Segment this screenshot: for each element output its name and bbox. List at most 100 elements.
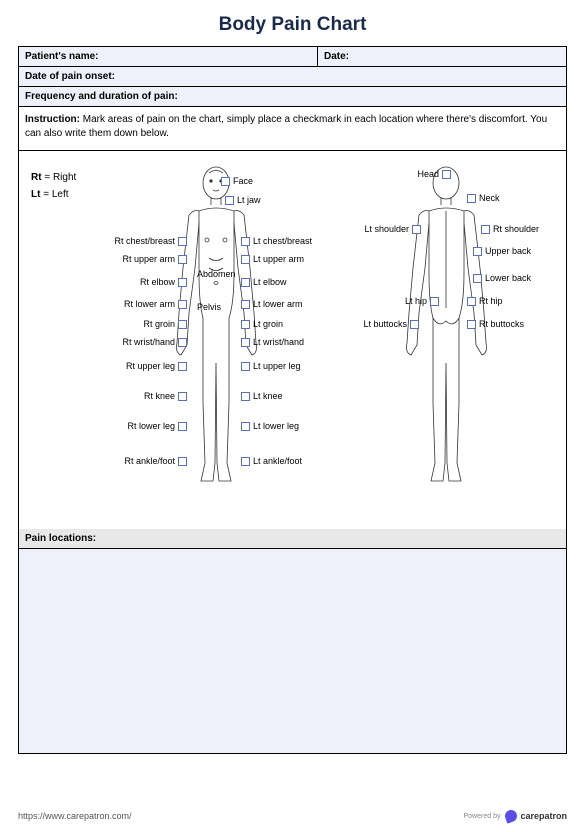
body-label[interactable]: Lt buttocks	[363, 319, 419, 329]
body-label[interactable]: Rt knee	[144, 391, 187, 401]
checkbox-icon[interactable]	[178, 237, 187, 246]
checkbox-icon[interactable]	[241, 237, 250, 246]
checkbox-icon[interactable]	[178, 338, 187, 347]
checkbox-icon[interactable]	[410, 320, 419, 329]
checkbox-icon[interactable]	[225, 196, 234, 205]
checkbox-icon[interactable]	[178, 278, 187, 287]
body-label[interactable]: Rt elbow	[140, 277, 187, 287]
body-label[interactable]: Neck	[467, 193, 500, 203]
body-label[interactable]: Rt wrist/hand	[122, 337, 187, 347]
body-label[interactable]: Rt ankle/foot	[124, 456, 187, 466]
body-label[interactable]: Rt upper leg	[126, 361, 187, 371]
body-label[interactable]: Rt lower leg	[127, 421, 187, 431]
checkbox-icon[interactable]	[178, 422, 187, 431]
label-text: Lt chest/breast	[253, 236, 312, 246]
checkbox-icon[interactable]	[241, 392, 250, 401]
body-label[interactable]: Head	[417, 169, 451, 179]
body-label[interactable]: Lt jaw	[225, 195, 261, 205]
label-text: Rt chest/breast	[114, 236, 175, 246]
label-text: Rt lower leg	[127, 421, 175, 431]
body-label[interactable]: Lower back	[473, 273, 531, 283]
label-text: Rt elbow	[140, 277, 175, 287]
label-text: Lt wrist/hand	[253, 337, 304, 347]
body-label[interactable]: Lt knee	[241, 391, 283, 401]
checkbox-icon[interactable]	[241, 457, 250, 466]
label-text: Lt lower arm	[253, 299, 303, 309]
body-label[interactable]: Face	[221, 176, 253, 186]
legend: Rt = Right Lt = Left	[31, 169, 76, 203]
label-text: Rt upper leg	[126, 361, 175, 371]
checkbox-icon[interactable]	[241, 422, 250, 431]
checkbox-icon[interactable]	[221, 177, 230, 186]
body-label[interactable]: Rt hip	[467, 296, 503, 306]
onset-row[interactable]: Date of pain onset:	[19, 67, 566, 87]
label-text: Face	[233, 176, 253, 186]
label-text: Rt knee	[144, 391, 175, 401]
checkbox-icon[interactable]	[467, 297, 476, 306]
freq-row[interactable]: Frequency and duration of pain:	[19, 87, 566, 107]
body-label[interactable]: Rt shoulder	[481, 224, 539, 234]
checkbox-icon[interactable]	[467, 320, 476, 329]
body-label[interactable]: Lt hip	[405, 296, 439, 306]
body-label[interactable]: Rt groin	[143, 319, 187, 329]
body-label[interactable]: Lt chest/breast	[241, 236, 312, 246]
checkbox-icon[interactable]	[481, 225, 490, 234]
checkbox-icon[interactable]	[467, 194, 476, 203]
body-label[interactable]: Lt upper arm	[241, 254, 304, 264]
body-label[interactable]: Rt chest/breast	[114, 236, 187, 246]
label-text: Lt groin	[253, 319, 283, 329]
checkbox-icon[interactable]	[473, 274, 482, 283]
form-container: Patient's name: Date: Date of pain onset…	[18, 46, 567, 754]
checkbox-icon[interactable]	[241, 362, 250, 371]
checkbox-icon[interactable]	[241, 278, 250, 287]
checkbox-icon[interactable]	[178, 255, 187, 264]
body-label[interactable]: Lt groin	[241, 319, 283, 329]
checkbox-icon[interactable]	[241, 338, 250, 347]
body-label[interactable]: Lt lower leg	[241, 421, 299, 431]
label-text: Lt elbow	[253, 277, 287, 287]
label-text: Rt buttocks	[479, 319, 524, 329]
body-label[interactable]: Lt elbow	[241, 277, 287, 287]
checkbox-icon[interactable]	[178, 392, 187, 401]
checkbox-icon[interactable]	[412, 225, 421, 234]
label-text: Upper back	[485, 246, 531, 256]
checkbox-icon[interactable]	[241, 255, 250, 264]
body-label: Abdomen	[197, 269, 236, 279]
brand: Powered by carepatron	[464, 810, 568, 822]
label-text: Rt upper arm	[122, 254, 175, 264]
body-label[interactable]: Rt upper arm	[122, 254, 187, 264]
checkbox-icon[interactable]	[178, 362, 187, 371]
checkbox-icon[interactable]	[241, 320, 250, 329]
label-text: Neck	[479, 193, 500, 203]
checkbox-icon[interactable]	[178, 457, 187, 466]
patient-name-cell[interactable]: Patient's name:	[19, 47, 318, 66]
date-cell[interactable]: Date:	[318, 47, 566, 66]
label-text: Rt hip	[479, 296, 503, 306]
row-patient-date: Patient's name: Date:	[19, 47, 566, 67]
body-label[interactable]: Lt wrist/hand	[241, 337, 304, 347]
body-label[interactable]: Rt buttocks	[467, 319, 524, 329]
label-text: Head	[417, 169, 439, 179]
label-text: Lt buttocks	[363, 319, 407, 329]
label-text: Lt shoulder	[364, 224, 409, 234]
pain-locations-header: Pain locations:	[19, 529, 566, 549]
checkbox-icon[interactable]	[178, 300, 187, 309]
checkbox-icon[interactable]	[430, 297, 439, 306]
checkbox-icon[interactable]	[241, 300, 250, 309]
body-label[interactable]: Upper back	[473, 246, 531, 256]
label-text: Lt jaw	[237, 195, 261, 205]
label-text: Rt groin	[143, 319, 175, 329]
pain-locations-body[interactable]	[19, 549, 566, 753]
body-label[interactable]: Rt lower arm	[124, 299, 187, 309]
checkbox-icon[interactable]	[442, 170, 451, 179]
checkbox-icon[interactable]	[178, 320, 187, 329]
footer: https://www.carepatron.com/ Powered by c…	[18, 810, 567, 822]
body-label[interactable]: Lt shoulder	[364, 224, 421, 234]
instruction-row: Instruction: Mark areas of pain on the c…	[19, 107, 566, 151]
body-label[interactable]: Lt lower arm	[241, 299, 303, 309]
footer-url[interactable]: https://www.carepatron.com/	[18, 811, 132, 821]
body-label[interactable]: Lt upper leg	[241, 361, 301, 371]
checkbox-icon[interactable]	[473, 247, 482, 256]
body-label[interactable]: Lt ankle/foot	[241, 456, 302, 466]
label-text: Lt knee	[253, 391, 283, 401]
